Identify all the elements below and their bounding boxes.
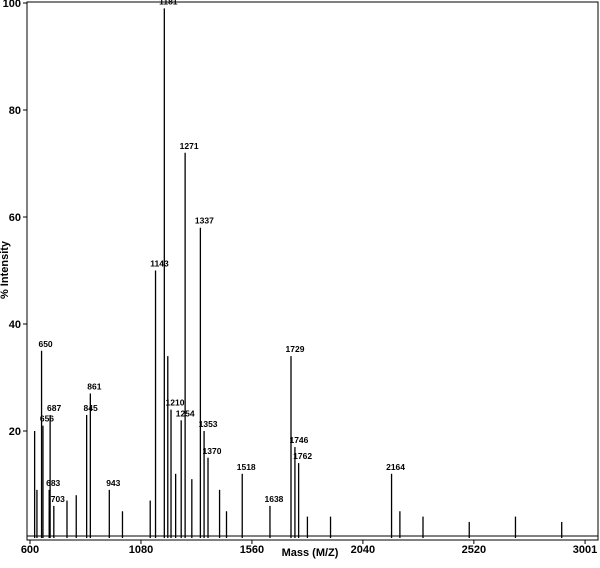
y-tick-label: 80 [9,105,21,117]
peak-label: 1181 [159,0,178,6]
peak-label: 861 [87,382,101,392]
peak-label: 1518 [237,462,256,472]
x-tick-label: 2040 [351,544,375,556]
peak-label: 656 [40,414,54,424]
peak-label: 1729 [286,344,305,354]
x-tick-label: 1560 [240,544,264,556]
peak-label: 650 [38,339,52,349]
peak-label: 1337 [195,216,214,226]
y-axis-label: % Intensity [0,240,11,299]
peak-label: 687 [47,403,61,413]
peak-label: 1370 [203,446,222,456]
peak-label: 1143 [150,259,169,269]
peak-label: 703 [51,494,65,504]
x-tick-label: 2520 [462,544,486,556]
y-tick-label: 60 [9,212,21,224]
x-tick-label: 1080 [129,544,153,556]
peak-label: 1353 [199,419,218,429]
peak-label: 683 [46,478,60,488]
y-tick-label: 20 [9,426,21,438]
y-tick-label: 100 [3,0,21,10]
y-tick-label: 40 [9,319,21,331]
x-axis-label: Mass (M/Z) [282,547,339,559]
plot-frame [26,1,599,541]
x-tick-label: 600 [21,544,39,556]
peak-label: 1271 [180,141,199,151]
peak-label: 1746 [289,435,308,445]
peak-label: 1638 [265,494,284,504]
peak-label: 2164 [386,462,405,472]
peak-label: 1762 [293,451,312,461]
peak-label: 1210 [166,398,185,408]
peak-label: 943 [106,478,120,488]
x-tick-label: 3001 [573,544,597,556]
